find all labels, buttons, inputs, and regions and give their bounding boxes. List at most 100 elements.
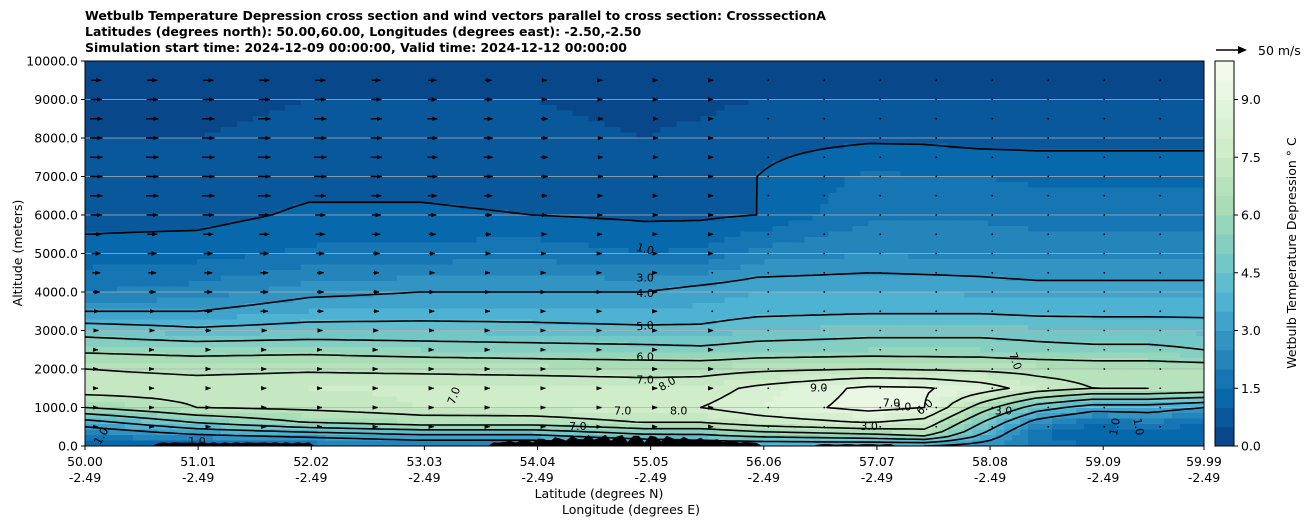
contour-cell <box>372 187 382 194</box>
contour-cell <box>268 116 278 123</box>
contour-cell <box>396 105 406 112</box>
contour-cell <box>356 165 366 172</box>
contour-cell <box>1180 215 1189 222</box>
contour-cell <box>700 209 710 216</box>
contour-cell <box>660 242 670 249</box>
contour-cell <box>1052 165 1061 172</box>
contour-cell <box>548 198 558 205</box>
contour-cell <box>724 171 734 178</box>
contour-cell <box>852 242 861 249</box>
contour-cell <box>596 94 606 101</box>
contour-cell <box>580 110 590 117</box>
contour-cell <box>1068 231 1077 238</box>
contour-cell <box>676 127 686 134</box>
contour-cell <box>1036 193 1045 200</box>
contour-cell <box>1100 215 1109 222</box>
contour-cell <box>85 116 94 123</box>
contour-cell <box>868 220 877 227</box>
contour-cell <box>916 83 925 90</box>
contour-cell <box>580 143 590 150</box>
contour-cell <box>188 121 198 128</box>
contour-cell <box>1172 248 1181 255</box>
contour-cell <box>588 209 598 216</box>
contour-cell <box>844 88 853 95</box>
contour-cell <box>764 143 773 150</box>
contour-cell <box>940 88 949 95</box>
contour-cell <box>85 110 94 117</box>
contour-cell <box>132 204 142 211</box>
contour-cell <box>1156 226 1165 233</box>
contour-cell <box>1044 72 1053 79</box>
contour-cell <box>1108 77 1117 84</box>
contour-cell <box>212 83 222 90</box>
contour-cell <box>188 83 198 90</box>
contour-cell <box>1124 110 1133 117</box>
contour-cell <box>364 165 374 172</box>
contour-cell <box>124 198 134 205</box>
contour-cell <box>164 198 174 205</box>
contour-cell <box>844 198 853 205</box>
contour-cell <box>948 116 957 123</box>
contour-cell <box>772 72 781 79</box>
contour-cell <box>332 121 342 128</box>
contour-cell <box>924 187 933 194</box>
contour-cell <box>796 165 805 172</box>
contour-cell <box>1172 110 1181 117</box>
contour-cell <box>1004 220 1013 227</box>
contour-cell <box>1124 198 1133 205</box>
contour-cell <box>676 182 686 189</box>
contour-cell <box>676 187 686 194</box>
contour-cell <box>236 138 246 145</box>
contour-cell <box>892 171 901 178</box>
contour-cell <box>748 226 757 233</box>
contour-cell <box>380 242 390 249</box>
contour-cell <box>796 171 805 178</box>
contour-cell <box>988 176 997 183</box>
contour-cell <box>980 237 989 244</box>
contour-cell <box>108 77 118 84</box>
contour-cell <box>276 77 286 84</box>
contour-cell <box>85 77 94 84</box>
contour-cell <box>564 116 574 123</box>
contour-cell <box>300 110 310 117</box>
contour-cell <box>972 198 981 205</box>
contour-cell <box>420 61 430 68</box>
contour-cell <box>1020 176 1029 183</box>
contour-cell <box>1124 242 1133 249</box>
contour-cell <box>1108 110 1117 117</box>
contour-cell <box>540 143 550 150</box>
contour-cell <box>148 248 158 255</box>
contour-cell <box>476 94 486 101</box>
contour-cell <box>916 226 925 233</box>
contour-cell <box>1052 204 1061 211</box>
contour-cell <box>484 143 494 150</box>
contour-cell <box>156 127 166 134</box>
contour-cell <box>356 242 366 249</box>
contour-cell <box>724 116 734 123</box>
contour-cell <box>820 72 829 79</box>
chart-title-line-2: Latitudes (degrees north): 50.00,60.00, … <box>85 24 642 39</box>
contour-cell <box>1100 204 1109 211</box>
contour-cell <box>996 154 1005 161</box>
contour-cell <box>468 154 478 161</box>
contour-cell <box>116 72 126 79</box>
contour-cell <box>540 204 550 211</box>
contour-cell <box>1164 72 1173 79</box>
contour-cell <box>300 61 310 68</box>
contour-cell <box>1084 143 1093 150</box>
contour-cell <box>684 149 694 156</box>
contour-cell <box>116 253 126 260</box>
contour-cell <box>812 116 821 123</box>
contour-cell <box>876 198 885 205</box>
contour-cell <box>660 143 670 150</box>
contour-cell <box>444 176 454 183</box>
contour-cell <box>956 215 965 222</box>
contour-cell <box>108 182 118 189</box>
contour-cell <box>764 187 773 194</box>
contour-cell <box>820 226 829 233</box>
contour-cell <box>348 226 358 233</box>
contour-cell <box>1172 154 1181 161</box>
contour-cell <box>572 193 582 200</box>
contour-cell <box>676 110 686 117</box>
contour-cell <box>1188 88 1197 95</box>
